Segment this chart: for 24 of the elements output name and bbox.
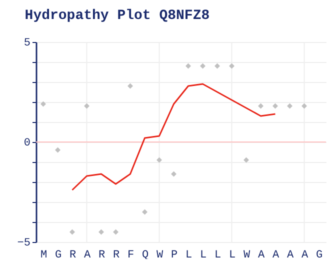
- x-tick-label: A: [84, 250, 91, 260]
- x-tick-label: R: [112, 250, 120, 260]
- x-tick-label: F: [127, 250, 134, 260]
- line-series: [72, 83, 276, 191]
- x-tick-label: M: [40, 250, 48, 260]
- x-tick-label: W: [243, 250, 250, 260]
- x-tick-label: A: [272, 250, 280, 260]
- x-tick-label: G: [316, 250, 323, 260]
- y-tick-label: 5: [24, 38, 30, 50]
- x-tick-label: R: [69, 250, 76, 260]
- x-tick-label: L: [185, 250, 192, 260]
- y-tick-label: −5: [17, 238, 30, 250]
- chart-title: Hydropathy Plot Q8NFZ8: [24, 8, 210, 24]
- y-tick-label: 0: [24, 138, 30, 150]
- x-tick-label: P: [170, 250, 178, 260]
- x-tick-label: A: [301, 250, 308, 260]
- x-tick-label: A: [258, 250, 265, 260]
- x-tick-label: W: [156, 250, 164, 260]
- x-tick-label: L: [214, 250, 222, 260]
- x-tick-label: L: [200, 250, 207, 260]
- x-tick-label: A: [286, 250, 294, 260]
- x-tick-label: L: [228, 250, 236, 260]
- x-tick-label: R: [98, 250, 106, 260]
- x-tick-label: G: [54, 250, 62, 260]
